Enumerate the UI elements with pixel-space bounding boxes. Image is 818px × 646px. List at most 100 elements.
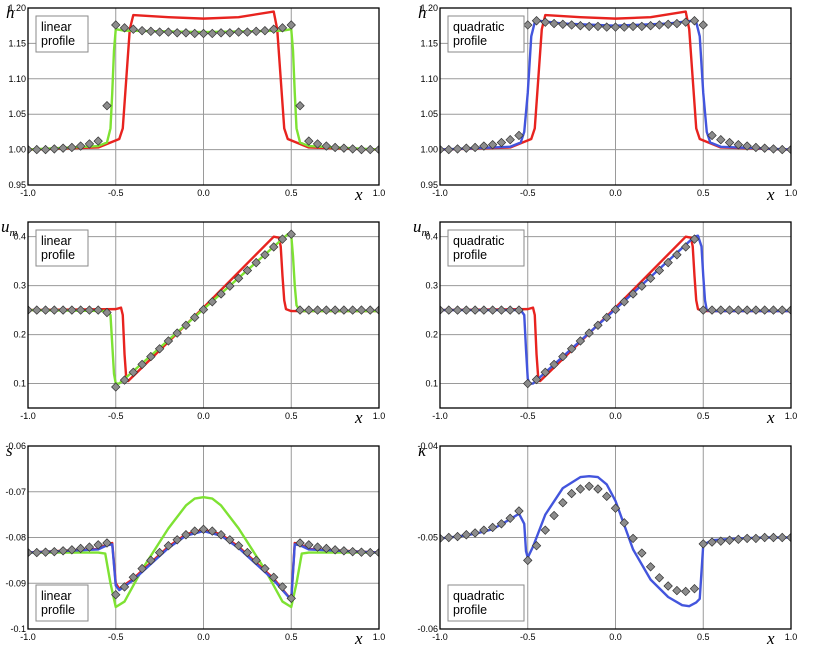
data-point <box>295 538 305 548</box>
data-point <box>751 305 761 315</box>
data-point <box>67 305 77 315</box>
data-point <box>584 21 594 32</box>
data-point <box>75 543 86 554</box>
y-tick-label: 0.3 <box>425 281 438 291</box>
data-point <box>119 582 130 592</box>
y-tick-label: 1.10 <box>420 74 438 84</box>
data-point <box>277 23 288 33</box>
y-axis-label-main: u <box>1 217 10 236</box>
data-point <box>347 305 358 315</box>
data-point <box>40 144 51 155</box>
data-point <box>531 374 542 385</box>
data-point <box>233 541 244 551</box>
data-point <box>505 134 515 145</box>
data-point <box>628 533 638 544</box>
data-point <box>269 242 279 252</box>
series-line-red <box>440 10 791 151</box>
series-line-red <box>440 235 791 383</box>
data-point <box>724 305 735 315</box>
x-tick-label: 0.5 <box>285 411 298 421</box>
y-axis-label: κ <box>418 441 427 460</box>
data-point <box>75 305 86 315</box>
y-tick-label: -0.04 <box>417 441 438 451</box>
y-tick-label: 1.00 <box>8 145 26 155</box>
data-point <box>172 28 182 38</box>
data-point <box>523 378 533 389</box>
data-point <box>654 573 665 583</box>
data-point <box>610 503 621 513</box>
data-point <box>444 532 454 543</box>
data-point <box>681 17 691 27</box>
y-tick-label: 1.10 <box>8 74 26 84</box>
data-point <box>505 513 515 523</box>
data-point <box>689 234 700 244</box>
data-point <box>777 532 787 543</box>
data-point <box>707 130 717 141</box>
data-point <box>111 382 121 392</box>
data-point <box>593 320 603 330</box>
data-point <box>216 28 226 38</box>
data-point <box>751 533 761 544</box>
x-tick-label: -0.5 <box>108 188 124 198</box>
data-point <box>356 547 367 557</box>
data-point <box>672 585 682 596</box>
data-point <box>93 540 103 550</box>
data-point <box>339 305 349 315</box>
x-tick-label: 1.0 <box>373 188 386 198</box>
data-point <box>365 547 375 558</box>
data-point <box>768 532 779 543</box>
y-axis-label-subscript: m <box>10 227 18 239</box>
data-point <box>84 542 95 552</box>
data-point <box>365 144 375 155</box>
data-point <box>128 24 138 34</box>
x-tick-label: 0.0 <box>197 188 210 198</box>
data-point <box>689 584 700 594</box>
y-tick-label: -0.07 <box>5 487 26 497</box>
data-point <box>84 305 95 315</box>
x-tick-label: -1.0 <box>432 632 448 642</box>
y-tick-label: -0.1 <box>10 624 26 634</box>
legend-box <box>35 229 89 267</box>
grid <box>28 446 379 629</box>
data-point <box>602 312 612 323</box>
data-point <box>190 312 200 323</box>
data-point <box>549 510 559 521</box>
series-line-red <box>28 10 379 151</box>
x-tick-label: -1.0 <box>20 188 36 198</box>
data-point <box>269 24 279 34</box>
data-point <box>190 28 200 39</box>
data-point <box>602 22 612 32</box>
y-tick-label: 0.4 <box>425 232 438 242</box>
x-tick-label: 0.5 <box>697 188 710 198</box>
data-point <box>786 532 791 543</box>
data-point <box>225 535 235 545</box>
y-axis-label: um <box>413 217 430 239</box>
data-point <box>637 281 647 291</box>
data-point <box>637 548 647 558</box>
x-tick-label: -0.5 <box>520 632 536 642</box>
plot-content <box>440 234 791 389</box>
x-tick-label: 0.0 <box>609 632 622 642</box>
data-point <box>444 144 454 155</box>
data-point <box>610 22 621 32</box>
data-point <box>716 305 726 315</box>
data-point <box>566 20 577 30</box>
data-point <box>365 305 375 315</box>
data-point <box>461 305 472 315</box>
data-point <box>28 144 33 155</box>
data-point <box>549 18 559 29</box>
y-tick-label: 0.95 <box>8 180 26 190</box>
data-point <box>251 257 261 268</box>
data-point <box>137 359 147 370</box>
data-point <box>496 519 507 529</box>
data-point <box>619 297 629 307</box>
x-axis-label: x <box>354 629 363 646</box>
data-point <box>356 305 367 315</box>
data-point <box>540 17 550 27</box>
y-axis-label: h <box>418 3 427 22</box>
data-point <box>487 139 498 150</box>
legend-text-line: profile <box>41 34 75 48</box>
data-point <box>93 305 103 315</box>
data-point <box>119 23 130 33</box>
